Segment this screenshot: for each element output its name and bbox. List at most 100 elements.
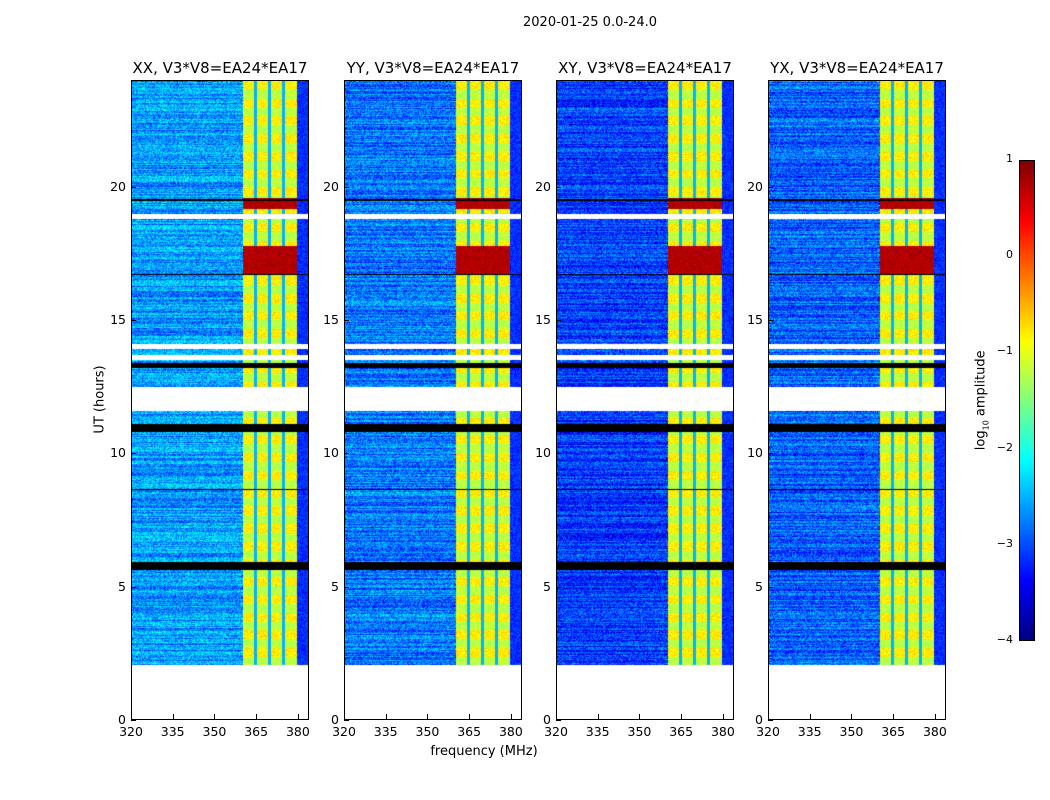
x-tick-label: 350 [627,724,652,739]
figure-title: 2020-01-25 0.0-24.0 [523,15,657,30]
y-tick-mark [344,320,349,321]
y-tick-mark [131,586,136,588]
x-tick-mark [297,714,299,719]
y-tick-label: 20 [535,178,551,194]
heatmap-panel [131,80,309,720]
x-tick-mark [639,714,641,719]
heatmap-image [557,81,733,719]
colorbar-tick-label: 1 [1006,152,1013,165]
y-tick-mark [131,720,136,721]
y-tick-label: 10 [535,445,551,461]
x-tick-mark [172,714,174,719]
y-tick-mark [768,720,773,721]
y-tick-mark [768,320,773,321]
x-tick-mark [469,714,471,719]
x-tick-mark [934,714,936,719]
y-tick-mark [556,586,561,588]
x-tick-label: 380 [922,724,947,739]
x-tick-mark [385,714,387,719]
x-tick-mark [851,714,853,719]
x-tick-mark [556,714,557,719]
x-tick-label: 380 [285,724,310,739]
y-tick-label: 20 [747,178,763,194]
x-tick-mark [427,714,429,719]
y-tick-mark [556,320,561,321]
x-tick-label: 335 [585,724,610,739]
heatmap-panel [556,80,734,720]
y-tick-label: 5 [543,578,551,594]
x-tick-label: 320 [544,724,568,739]
x-tick-label: 320 [756,724,780,739]
panel-title: YX, V3*V8=EA24*EA17 [770,59,944,77]
panel-title: XY, V3*V8=EA24*EA17 [558,59,732,77]
heatmap-image [769,81,945,719]
y-tick-label: 15 [535,312,551,327]
x-tick-label: 335 [373,724,398,739]
y-tick-label: 5 [118,578,126,594]
x-tick-label: 365 [457,724,482,739]
y-tick-label: 5 [755,578,763,594]
y-tick-mark [768,186,773,188]
y-tick-mark [556,720,561,721]
y-tick-mark [556,186,561,188]
panel-title: YY, V3*V8=EA24*EA17 [346,59,520,77]
y-tick-label: 15 [747,312,763,327]
y-tick-label: 5 [331,578,339,594]
y-tick-label: 15 [110,312,126,327]
x-tick-mark [256,714,258,719]
heatmap-image [345,81,521,719]
x-axis-label: frequency (MHz) [430,744,538,759]
x-tick-label: 380 [498,724,523,739]
x-tick-mark [131,714,132,719]
x-tick-mark [722,714,724,719]
y-tick-label: 15 [323,312,339,327]
colorbar-tick-label: −1 [996,344,1013,358]
y-tick-mark [131,320,136,321]
y-tick-label: 0 [118,712,126,727]
x-tick-label: 365 [244,724,269,739]
y-tick-label: 0 [543,712,551,727]
x-tick-label: 350 [839,724,864,739]
y-tick-mark [344,586,349,588]
colorbar-tick-label: −3 [996,536,1013,550]
y-tick-label: 10 [747,445,763,461]
panel-title: XX, V3*V8=EA24*EA17 [132,59,308,77]
y-tick-mark [768,586,773,588]
y-tick-label: 10 [323,445,339,461]
y-tick-label: 0 [331,712,339,727]
x-tick-label: 380 [710,724,735,739]
colorbar-label: log10 amplitude [973,350,991,451]
x-tick-label: 350 [202,724,227,739]
y-tick-label: 20 [323,178,339,194]
x-tick-mark [344,714,345,719]
x-tick-mark [510,714,512,719]
y-tick-label: 10 [110,445,126,461]
colorbar-tick-label: 0 [1006,248,1013,262]
y-tick-mark [768,453,773,455]
y-tick-mark [344,720,349,721]
x-tick-label: 320 [119,724,143,739]
x-tick-label: 320 [332,724,356,739]
x-tick-mark [893,714,895,719]
heatmap-panel [768,80,946,720]
y-axis-label: UT (hours) [92,365,108,434]
x-tick-mark [214,714,216,719]
heatmap-image [132,81,308,719]
x-tick-label: 335 [160,724,185,739]
y-tick-mark [131,186,136,188]
y-tick-label: 20 [110,178,126,194]
y-tick-mark [344,186,349,188]
x-tick-label: 365 [881,724,906,739]
x-tick-mark [681,714,683,719]
x-tick-label: 335 [797,724,822,739]
x-tick-mark [768,714,769,719]
colorbar-tick-label: −4 [996,633,1013,646]
x-tick-label: 365 [669,724,694,739]
colorbar-tick-label: −2 [996,440,1013,454]
y-tick-mark [344,453,349,455]
x-tick-label: 350 [415,724,440,739]
y-tick-mark [131,453,136,455]
heatmap-panel [344,80,522,720]
x-tick-mark [597,714,599,719]
y-tick-mark [556,453,561,455]
